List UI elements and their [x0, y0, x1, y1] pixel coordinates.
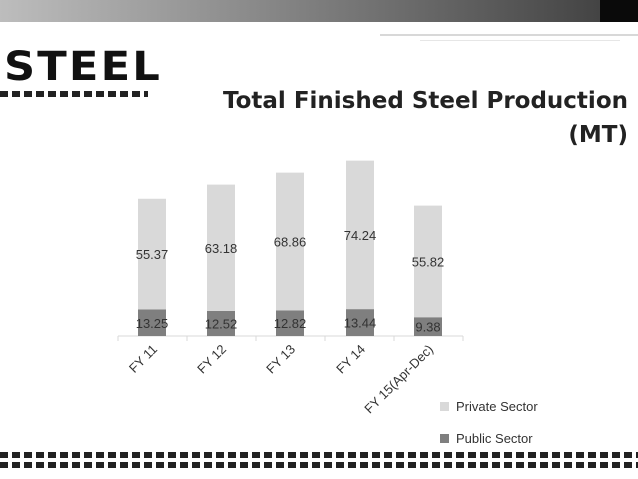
data-label-public: 13.44 — [344, 316, 377, 331]
top-banner-gradient — [0, 0, 600, 22]
data-label-private: 55.82 — [412, 254, 445, 269]
legend-label-private: Private Sector — [456, 398, 538, 414]
legend: Private Sector Public Sector — [440, 396, 538, 460]
bar-public-sector — [207, 310, 235, 336]
top-banner-black-block — [600, 0, 638, 22]
x-tick-label: FY 15(Apr-Dec) — [361, 342, 436, 417]
bar-private-sector — [414, 205, 442, 318]
bar-public-sector — [346, 309, 374, 336]
bar-private-sector — [138, 198, 166, 310]
bottom-dash-divider-2 — [0, 462, 638, 468]
bar-private-sector — [346, 160, 374, 310]
bar-public-sector — [414, 317, 442, 336]
legend-swatch-public — [440, 433, 449, 443]
top-banner — [0, 0, 638, 22]
legend-label-public: Public Sector — [456, 430, 533, 446]
top-rule — [380, 34, 638, 36]
data-label-public: 12.52 — [205, 316, 238, 331]
top-rule-thin — [420, 40, 620, 41]
title-line-1: Total Finished Steel Production — [222, 88, 628, 114]
legend-swatch-private — [440, 401, 449, 411]
data-label-private: 63.18 — [205, 241, 238, 256]
x-tick-label: FY 14 — [333, 342, 368, 377]
bar-public-sector — [276, 310, 304, 336]
steel-logo: STEEL — [4, 44, 162, 90]
legend-item-private: Private Sector — [440, 396, 538, 416]
bar-public-sector — [138, 309, 166, 336]
chart-title: Total Finished Steel Production (MT) — [188, 84, 628, 152]
x-tick-label: FY 11 — [126, 342, 160, 376]
data-label-public: 12.82 — [274, 316, 307, 331]
legend-item-public: Public Sector — [440, 428, 538, 448]
data-label-public: 9.38 — [415, 320, 440, 335]
bottom-dash-divider-1 — [0, 452, 638, 458]
x-tick-label: FY 12 — [194, 342, 229, 377]
bar-private-sector — [276, 172, 304, 311]
bar-private-sector — [207, 184, 235, 311]
data-label-private: 55.37 — [136, 247, 169, 262]
data-label-private: 68.86 — [274, 235, 307, 250]
logo-dash-divider — [0, 91, 148, 97]
x-tick-label: FY 13 — [263, 342, 298, 377]
title-line-2: (MT) — [568, 122, 628, 148]
data-label-public: 13.25 — [136, 316, 169, 331]
data-label-private: 74.24 — [344, 228, 377, 243]
